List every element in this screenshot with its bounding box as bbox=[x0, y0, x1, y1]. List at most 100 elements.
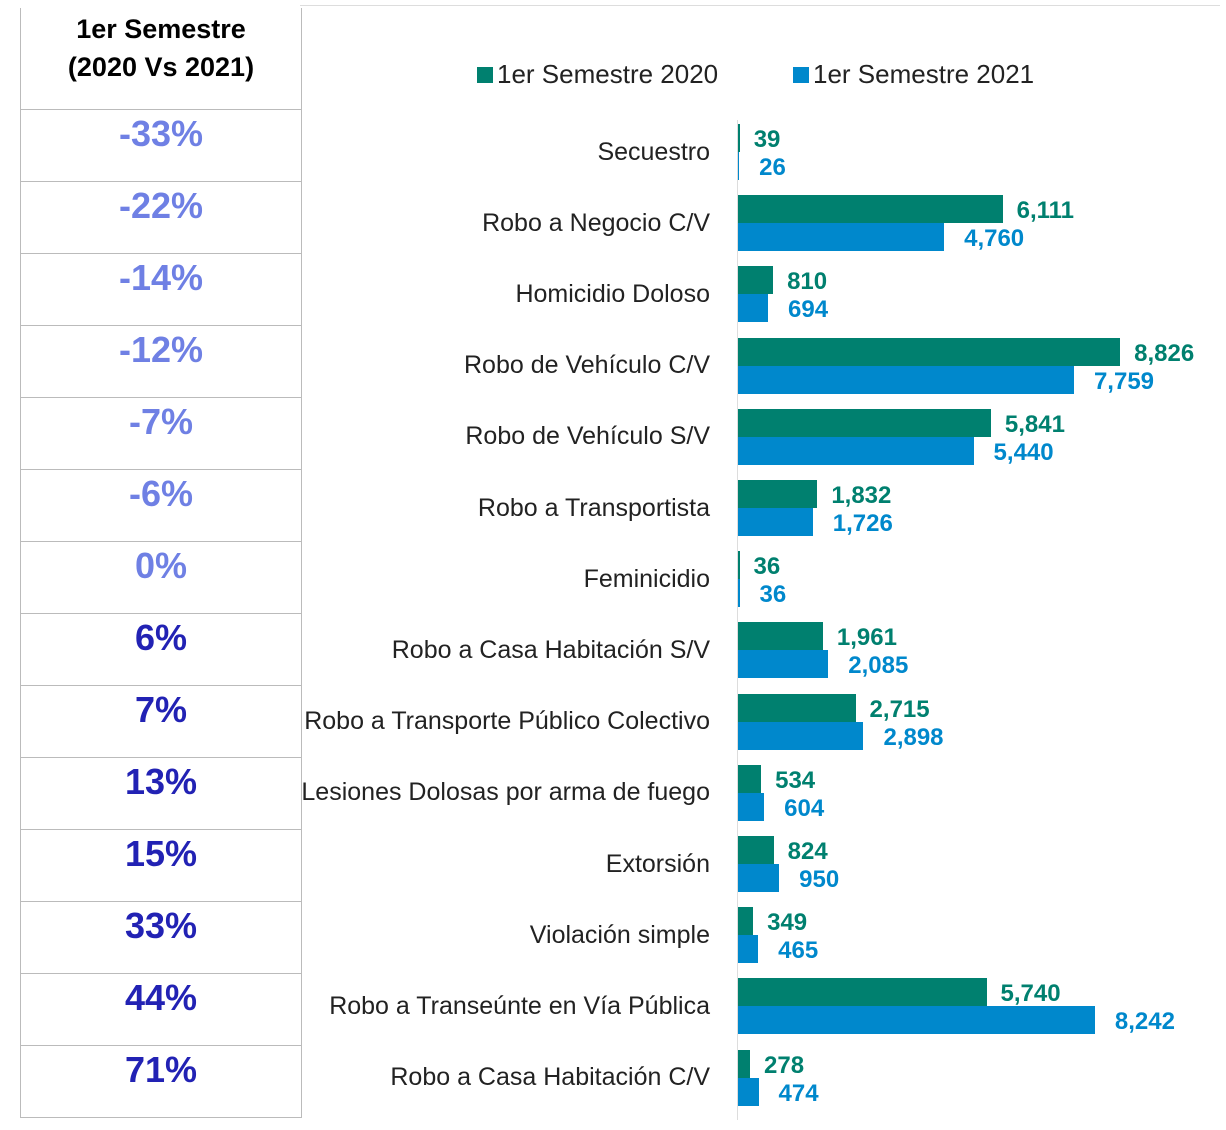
category-label: Homicidio Doloso bbox=[300, 258, 710, 330]
bar bbox=[738, 294, 769, 323]
change-cell: 44% bbox=[21, 974, 301, 1046]
change-cell: -12% bbox=[21, 326, 301, 398]
bar bbox=[738, 622, 823, 651]
bar bbox=[738, 551, 740, 580]
bar bbox=[738, 764, 762, 793]
bar bbox=[738, 650, 829, 679]
category-label: Robo a Transportista bbox=[300, 472, 710, 544]
bar bbox=[738, 864, 780, 892]
value-label: 1,832 bbox=[831, 482, 892, 509]
value-label: 2,085 bbox=[848, 652, 909, 680]
change-cell: 15% bbox=[21, 830, 301, 902]
bar bbox=[738, 508, 813, 536]
value-label: 26 bbox=[759, 154, 786, 181]
change-cell: 0% bbox=[21, 542, 301, 614]
category-text: Robo a Negocio C/V bbox=[482, 208, 710, 237]
category-text: Feminicidio bbox=[583, 564, 710, 593]
category-label: Feminicidio bbox=[300, 543, 710, 615]
value-label: 8,826 bbox=[1134, 339, 1195, 367]
category-text: Robo a Casa Habitación S/V bbox=[391, 635, 710, 664]
category-label: Robo a Casa Habitación S/V bbox=[300, 614, 710, 686]
bar bbox=[738, 907, 754, 936]
bar bbox=[738, 1077, 759, 1106]
value-label: 1,726 bbox=[832, 510, 893, 537]
category-text: Extorsión bbox=[605, 849, 710, 878]
bar bbox=[738, 195, 1003, 224]
category-label: Extorsión bbox=[300, 828, 710, 900]
value-label: 5,740 bbox=[1000, 980, 1061, 1008]
category-label: Robo a Transporte Público Colectivo bbox=[300, 686, 710, 758]
value-label: 39 bbox=[753, 126, 781, 153]
value-label: 6,111 bbox=[1016, 197, 1075, 225]
value-label: 694 bbox=[788, 296, 829, 324]
value-label: 474 bbox=[778, 1079, 819, 1107]
legend-label: 1er Semestre 2021 bbox=[813, 59, 1035, 89]
change-cell: 71% bbox=[21, 1046, 301, 1118]
change-cell: -6% bbox=[21, 470, 301, 542]
change-cell: -33% bbox=[21, 110, 301, 182]
bar bbox=[738, 408, 991, 437]
value-label: 7,759 bbox=[1093, 367, 1155, 395]
table-header: 1er Semestre (2020 Vs 2021) bbox=[21, 8, 301, 110]
category-label: Lesiones Dolosas por arma de fuego bbox=[300, 757, 710, 829]
category-text: Robo de Vehículo C/V bbox=[464, 351, 710, 380]
bar bbox=[738, 836, 774, 864]
category-text: Lesiones Dolosas por arma de fuego bbox=[301, 778, 710, 807]
category-text: Robo a Casa Habitación C/V bbox=[390, 1063, 710, 1092]
legend-label: 1er Semestre 2020 bbox=[497, 59, 719, 89]
category-label: Robo de Vehículo S/V bbox=[300, 401, 710, 473]
change-cell: -22% bbox=[21, 182, 301, 254]
bar bbox=[738, 721, 864, 750]
value-label: 5,841 bbox=[1004, 410, 1065, 438]
category-text: Robo a Transeúnte en Vía Pública bbox=[329, 991, 710, 1020]
legend-swatch bbox=[793, 67, 809, 83]
bar bbox=[738, 223, 945, 252]
bar bbox=[738, 1049, 751, 1078]
value-label: 349 bbox=[767, 909, 808, 937]
value-label: 4,760 bbox=[964, 225, 1025, 253]
bar bbox=[738, 436, 974, 465]
category-text: Secuestro bbox=[597, 137, 710, 166]
category-label: Secuestro bbox=[300, 116, 710, 188]
bar bbox=[738, 935, 759, 964]
change-cell: 7% bbox=[21, 686, 301, 758]
bar bbox=[738, 978, 987, 1007]
value-label: 604 bbox=[784, 794, 825, 822]
value-label: 950 bbox=[799, 866, 840, 893]
value-label: 36 bbox=[759, 581, 787, 609]
bar bbox=[738, 266, 774, 295]
category-label: Robo a Transeúnte en Vía Pública bbox=[300, 970, 710, 1042]
value-label: 810 bbox=[787, 268, 828, 296]
category-text: Robo a Transportista bbox=[477, 493, 710, 522]
category-label: Violación simple bbox=[300, 899, 710, 971]
value-label: 824 bbox=[787, 838, 828, 865]
value-label: 2,715 bbox=[869, 695, 930, 723]
bar bbox=[738, 792, 765, 821]
category-text: Robo de Vehículo S/V bbox=[465, 422, 710, 451]
bar bbox=[738, 1006, 1095, 1035]
bar bbox=[738, 124, 740, 152]
category-text: Homicidio Doloso bbox=[515, 279, 710, 308]
value-label: 2,898 bbox=[883, 723, 944, 751]
change-cell: -7% bbox=[21, 398, 301, 470]
change-cell: 6% bbox=[21, 614, 301, 686]
chart-frame bbox=[300, 5, 1220, 1126]
change-cell: 33% bbox=[21, 902, 301, 974]
value-label: 5,440 bbox=[993, 438, 1054, 466]
value-label: 8,242 bbox=[1114, 1008, 1175, 1036]
value-label: 278 bbox=[764, 1051, 805, 1079]
category-label: Robo a Negocio C/V bbox=[300, 187, 710, 259]
bar bbox=[738, 579, 740, 608]
category-text: Robo a Transporte Público Colectivo bbox=[304, 707, 710, 736]
change-cell: 13% bbox=[21, 758, 301, 830]
value-label: 465 bbox=[778, 937, 819, 965]
axis-line bbox=[737, 120, 738, 1120]
legend-swatch bbox=[477, 67, 493, 83]
bar bbox=[738, 480, 818, 508]
value-label: 1,961 bbox=[836, 624, 897, 652]
change-table: 1er Semestre (2020 Vs 2021) -33% -22% -14%… bbox=[20, 8, 302, 1118]
change-cell: -14% bbox=[21, 254, 301, 326]
value-label: 534 bbox=[775, 766, 816, 794]
category-label: Robo a Casa Habitación C/V bbox=[300, 1042, 710, 1114]
